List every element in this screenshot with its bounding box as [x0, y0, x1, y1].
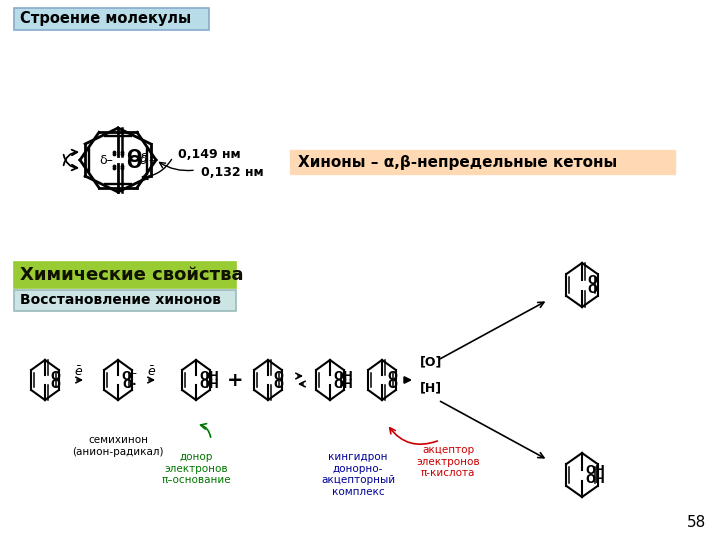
- Text: –: –: [148, 154, 154, 167]
- Text: 0,149 нм: 0,149 нм: [178, 147, 240, 160]
- Text: Строение молекулы: Строение молекулы: [20, 11, 191, 26]
- Text: семихинон
(анион-радикал): семихинон (анион-радикал): [72, 435, 163, 457]
- Text: O: O: [126, 148, 141, 166]
- Text: O: O: [387, 369, 397, 382]
- Text: δ: δ: [140, 152, 148, 165]
- Text: OH: OH: [333, 377, 353, 390]
- Text: δ: δ: [140, 154, 148, 167]
- Text: Восстановление хинонов: Восстановление хинонов: [20, 294, 221, 307]
- Text: [O]: [O]: [420, 355, 442, 368]
- Text: O: O: [50, 369, 60, 382]
- Text: O: O: [587, 274, 597, 287]
- Text: кингидрон
донорно-
акцепторный
комплекс: кингидрон донорно- акцепторный комплекс: [321, 452, 395, 497]
- Text: $\bar{e}$: $\bar{e}$: [148, 365, 156, 379]
- FancyBboxPatch shape: [290, 150, 675, 174]
- Text: Хиноны – α,β-непредельные кетоны: Хиноны – α,β-непредельные кетоны: [298, 154, 617, 170]
- Text: O: O: [387, 377, 397, 390]
- Text: $\bar{e}$: $\bar{e}$: [74, 365, 84, 379]
- Text: OH: OH: [585, 473, 605, 486]
- Text: O: O: [273, 377, 283, 390]
- Text: OH: OH: [199, 369, 219, 382]
- Text: O: O: [126, 154, 141, 172]
- Text: OH: OH: [333, 369, 353, 382]
- Text: акцептор
электронов
π-кислота: акцептор электронов π-кислота: [416, 445, 480, 478]
- Text: OH: OH: [585, 464, 605, 477]
- Text: Химические свойства: Химические свойства: [20, 266, 243, 284]
- Text: [H]: [H]: [420, 381, 442, 395]
- Text: δ–: δ–: [99, 153, 113, 166]
- Text: донор
электронов
π–основание: донор электронов π–основание: [161, 452, 231, 485]
- FancyBboxPatch shape: [14, 8, 209, 30]
- Text: O⁻: O⁻: [121, 369, 138, 382]
- Text: +: +: [227, 370, 243, 389]
- FancyBboxPatch shape: [14, 262, 236, 288]
- Text: 0,132 нм: 0,132 нм: [201, 165, 264, 179]
- Text: O: O: [273, 369, 283, 382]
- Text: O: O: [50, 377, 60, 390]
- Text: O·: O·: [122, 377, 137, 390]
- Text: 58: 58: [687, 515, 706, 530]
- Text: OH: OH: [199, 377, 219, 390]
- Text: O: O: [587, 283, 597, 296]
- FancyBboxPatch shape: [14, 290, 236, 311]
